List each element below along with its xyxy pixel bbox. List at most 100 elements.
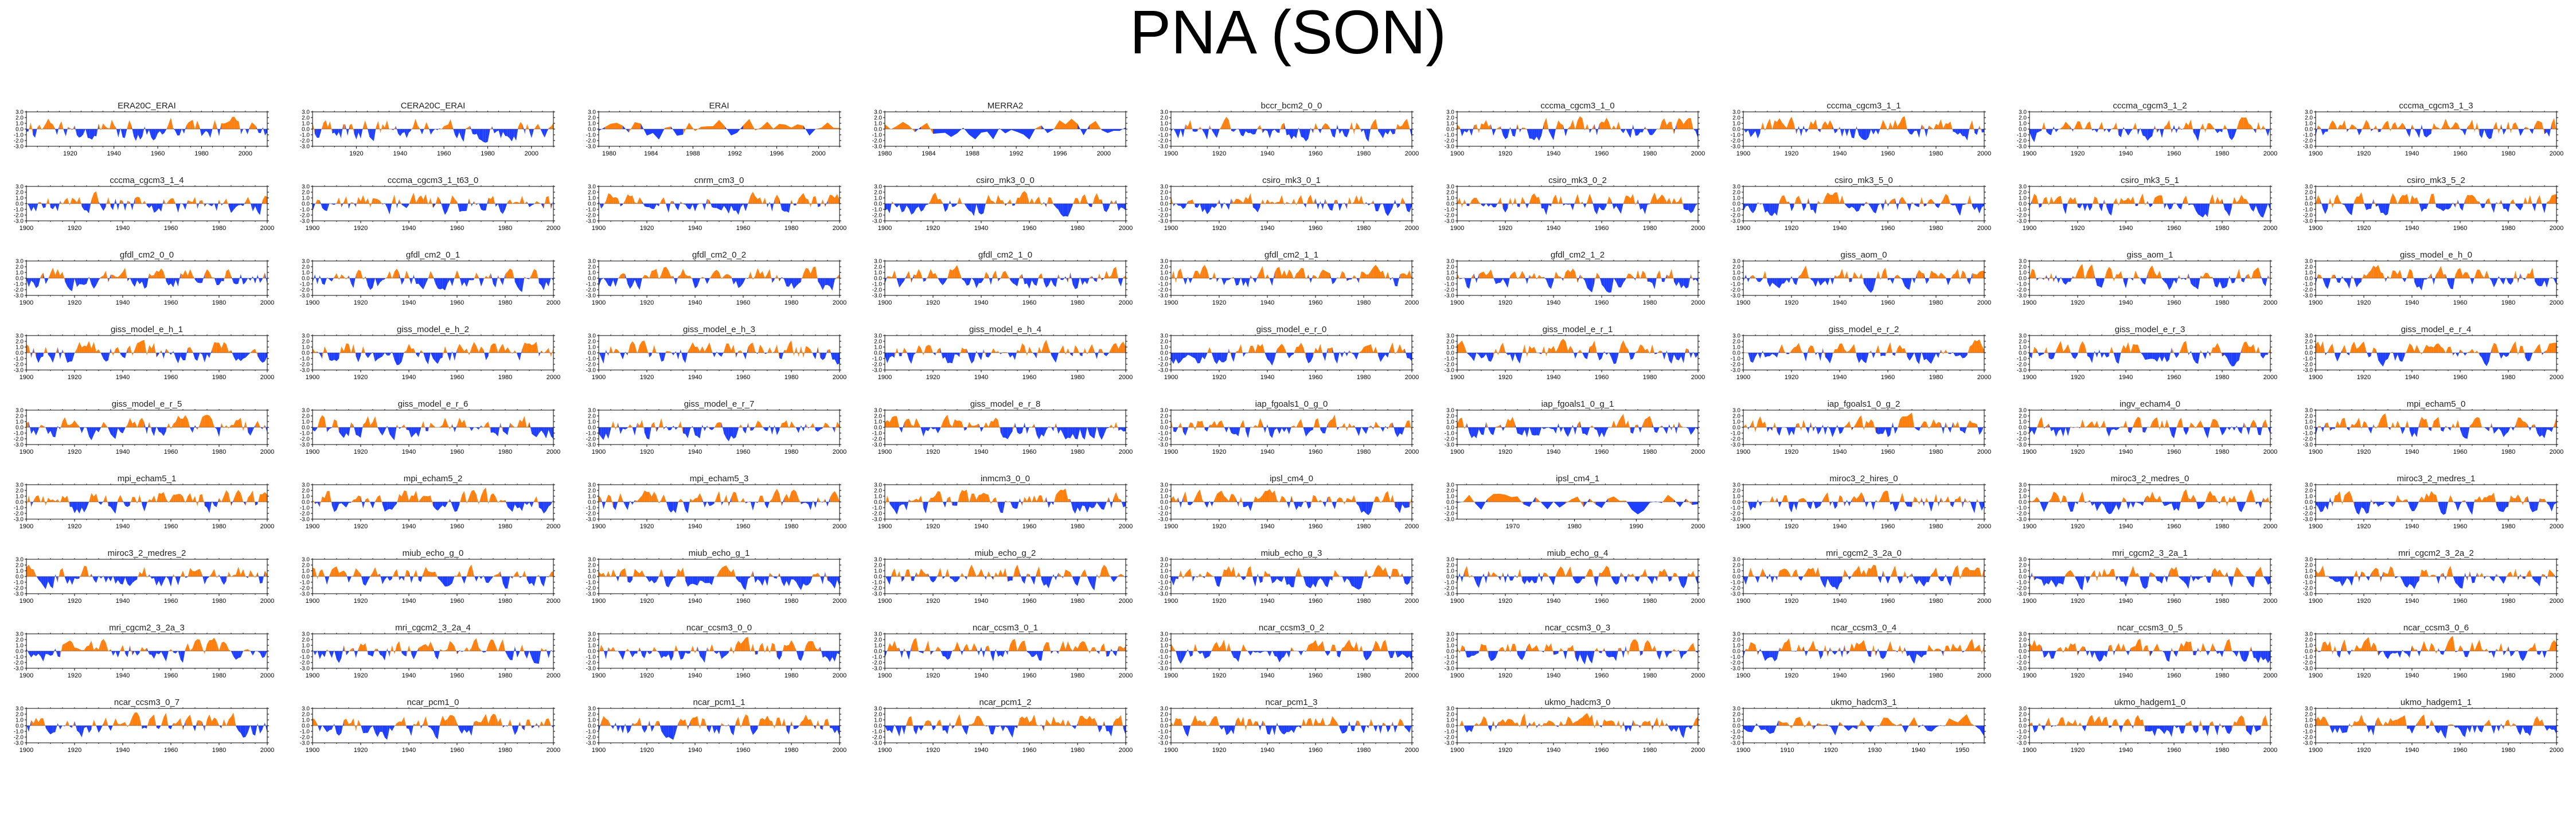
anomaly-segment: [2323, 278, 2325, 286]
anomaly-segment: [1190, 278, 1193, 284]
anomaly-segment: [1810, 121, 1813, 129]
anomaly-segment: [190, 201, 193, 204]
anomaly-segment: [1948, 353, 1951, 354]
anomaly-segment: [1173, 128, 1176, 133]
anomaly-segment: [2523, 346, 2526, 358]
anomaly-segment: [142, 418, 145, 427]
anomaly-segment: [2407, 129, 2410, 138]
anomaly-segment: [786, 278, 789, 287]
anomaly-segment: [2085, 204, 2087, 212]
anomaly-segment: [541, 204, 544, 209]
anomaly-segment: [1264, 199, 1267, 205]
anomaly-segment: [1102, 278, 1104, 280]
anomaly-segment: [536, 341, 539, 357]
anomaly-segment: [692, 278, 695, 289]
anomaly-segment: [123, 201, 126, 211]
anomaly-segment: [2376, 264, 2379, 278]
anomaly-segment: [50, 353, 53, 363]
anomaly-segment: [1027, 346, 1029, 356]
x-tick-label: 1920: [354, 449, 368, 455]
anomaly-segment: [1904, 278, 1907, 289]
anomaly-segment: [1575, 271, 1578, 283]
y-tick-label: 0.0: [15, 276, 24, 282]
anomaly-segment: [1234, 351, 1236, 363]
anomaly-segment: [2448, 278, 2451, 289]
anomaly-segment: [2212, 347, 2215, 353]
anomaly-segment: [2176, 275, 2179, 284]
anomaly-segment: [663, 426, 666, 430]
anomaly-segment: [507, 129, 510, 139]
anomaly-segment: [1056, 204, 1059, 210]
anomaly-segment: [1806, 129, 1809, 133]
anomaly-segment: [1945, 123, 1948, 129]
anomaly-segment: [106, 353, 108, 362]
anomaly-segment: [2104, 353, 2107, 358]
anomaly-segment: [341, 124, 344, 139]
anomaly-segment: [1750, 275, 1753, 278]
anomaly-segment: [815, 266, 818, 282]
y-tick-label: -2.0: [14, 287, 24, 294]
anomaly-segment: [1118, 278, 1121, 287]
anomaly-segment: [1808, 197, 1811, 211]
anomaly-segment: [625, 427, 628, 430]
x-tick-label: 1940: [402, 374, 416, 381]
anomaly-segment: [1373, 119, 1376, 129]
anomaly-segment: [1760, 350, 1763, 359]
y-tick-label: -2.0: [300, 437, 310, 443]
x-tick-label: 1960: [450, 225, 464, 232]
anomaly-segment: [2102, 353, 2105, 358]
anomaly-segment: [938, 198, 940, 204]
anomaly-segment: [1188, 119, 1191, 129]
anomaly-segment: [490, 343, 493, 353]
anomaly-segment: [354, 129, 357, 140]
anomaly-segment: [1534, 193, 1537, 204]
anomaly-segment: [2455, 122, 2458, 129]
anomaly-segment: [1541, 276, 1544, 278]
anomaly-segment: [1216, 278, 1219, 282]
anomaly-segment: [470, 126, 473, 134]
anomaly-segment: [1871, 350, 1874, 359]
anomaly-segment: [500, 278, 503, 286]
anomaly-segment: [627, 345, 630, 356]
anomaly-segment: [2513, 270, 2516, 282]
anomaly-segment: [733, 427, 736, 439]
anomaly-segment: [474, 342, 477, 353]
anomaly-segment: [1056, 353, 1059, 363]
anomaly-segment: [498, 422, 501, 437]
anomaly-segment: [190, 269, 193, 278]
anomaly-segment: [327, 121, 330, 129]
anomaly-segment: [349, 422, 352, 437]
panel-title: cccma_cgcm3_1_3: [2399, 101, 2473, 111]
anomaly-segment: [1938, 119, 1941, 129]
anomaly-segment: [632, 341, 635, 353]
x-tick-label: 1900: [2309, 225, 2323, 232]
anomaly-segment: [331, 353, 334, 361]
anomaly-segment: [1490, 269, 1493, 278]
anomaly-segment: [1469, 129, 1472, 137]
anomaly-segment: [454, 349, 457, 361]
y-tick-label: -3.0: [586, 144, 596, 150]
anomaly-segment: [1464, 129, 1467, 133]
anomaly-segment: [1762, 270, 1765, 279]
anomaly-segment: [1102, 129, 1108, 133]
anomaly-segment: [387, 353, 390, 356]
anomaly-segment: [712, 204, 715, 208]
y-tick-label: 3.0: [874, 110, 882, 116]
anomaly-segment: [743, 204, 746, 212]
anomaly-segment: [164, 129, 167, 133]
anomaly-segment: [149, 345, 152, 353]
anomaly-segment: [1020, 274, 1022, 278]
anomaly-segment: [1505, 129, 1508, 139]
y-tick-label: 1.0: [2019, 121, 2027, 127]
anomaly-segment: [709, 342, 712, 353]
anomaly-segment: [770, 347, 772, 353]
anomaly-segment: [1587, 278, 1590, 291]
anomaly-segment: [1830, 277, 1833, 285]
anomaly-segment: [2054, 198, 2056, 204]
anomaly-segment: [1594, 272, 1597, 283]
anomaly-segment: [750, 192, 753, 204]
anomaly-segment: [1392, 276, 1395, 286]
anomaly-segment: [116, 127, 119, 138]
anomaly-segment: [1859, 272, 1861, 279]
anomaly-segment: [1544, 204, 1547, 215]
